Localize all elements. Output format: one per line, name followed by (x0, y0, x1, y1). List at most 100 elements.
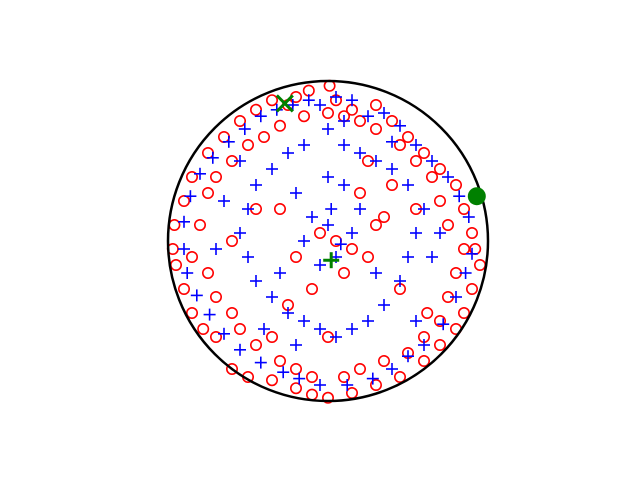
circle-point (265, 94, 278, 107)
plus-point (234, 227, 246, 239)
plus-point (314, 259, 326, 271)
circle-point (353, 187, 366, 200)
plus-point (298, 315, 310, 327)
circle-point (186, 306, 199, 319)
circle-point (421, 306, 434, 319)
plus-point (330, 91, 342, 103)
circle-point (369, 219, 382, 232)
plus-point (370, 155, 382, 167)
circle-point (226, 306, 239, 319)
plus-point (190, 289, 203, 302)
plus-point (402, 350, 414, 363)
plus-point (282, 147, 294, 159)
plus-point (206, 151, 219, 164)
circle-point (210, 171, 223, 184)
circle-point (457, 306, 470, 319)
circle-point (425, 171, 438, 184)
circle-point (417, 354, 430, 367)
circle-point (369, 123, 382, 136)
plus-point (459, 267, 472, 279)
plus-point (386, 163, 398, 175)
plus-point (266, 163, 278, 175)
circle-point (433, 163, 446, 176)
plus-point (402, 251, 414, 263)
plus-point (277, 366, 290, 379)
plus-point (394, 119, 406, 132)
circle-point (186, 171, 199, 184)
plus-point (314, 379, 326, 391)
circle-point (369, 99, 382, 112)
circle-point (345, 243, 358, 256)
circle-point (197, 322, 210, 335)
circle-point (473, 258, 486, 271)
plus-point (334, 238, 347, 251)
unit-circle-boundary (166, 79, 490, 403)
circle-point (305, 282, 318, 295)
circle-point (449, 179, 462, 192)
plus-point (366, 372, 379, 385)
plus-point (462, 211, 475, 223)
plus-point (250, 275, 262, 287)
circle-point (265, 330, 278, 343)
circle-point (234, 322, 247, 335)
circle-point (202, 147, 215, 160)
circle-point (377, 354, 390, 367)
circle-point (170, 258, 183, 271)
highlight-group (275, 94, 486, 269)
plus-point (290, 339, 302, 351)
plus-point (410, 227, 422, 239)
plus-point (338, 179, 350, 191)
circle-point (234, 115, 247, 128)
plus-point (453, 190, 466, 203)
circle-point (289, 382, 302, 395)
plus-point (258, 323, 270, 335)
circle-point (178, 195, 191, 208)
plus-point (442, 171, 454, 183)
circle-point (242, 139, 255, 152)
plus-point (184, 190, 197, 203)
plus-point (322, 171, 334, 183)
circle-point (385, 179, 398, 192)
plus-point (362, 315, 374, 327)
plus-point (354, 203, 366, 215)
plus-point (410, 315, 422, 327)
circle-point (226, 235, 239, 248)
circle-point (337, 370, 350, 383)
circle-point (289, 251, 302, 264)
highlight-filled-point (467, 187, 486, 206)
plus-point (274, 267, 286, 279)
plus-point (181, 267, 194, 279)
highlight-plus-point (323, 252, 340, 269)
plus-point (254, 356, 267, 369)
plus-point (386, 363, 398, 375)
plus-point (466, 247, 478, 260)
plus-point (298, 235, 310, 247)
circle-point (226, 362, 239, 375)
plus-point (410, 139, 422, 151)
circle-point (353, 362, 366, 375)
plus-point (322, 219, 334, 231)
plus-point (378, 107, 390, 119)
plus-point (341, 379, 354, 391)
plus-point (346, 323, 358, 335)
plus-point (330, 331, 342, 343)
circle-point (353, 115, 366, 128)
plus-point (203, 308, 216, 321)
plus-point (346, 94, 358, 107)
circle-point (297, 110, 310, 123)
plus-point (362, 110, 374, 123)
plus-point (250, 179, 262, 191)
highlight-x-point (275, 94, 294, 113)
plus-point (298, 139, 310, 151)
plus-point (194, 167, 206, 180)
plus-point (234, 155, 246, 167)
circle-point (194, 219, 207, 232)
circle-point (250, 338, 263, 351)
circle-point (377, 211, 390, 224)
plus-point (314, 323, 326, 335)
plus-point (218, 195, 230, 207)
plus-point (178, 243, 190, 255)
circle-point (441, 219, 454, 232)
plus-point (322, 123, 334, 135)
